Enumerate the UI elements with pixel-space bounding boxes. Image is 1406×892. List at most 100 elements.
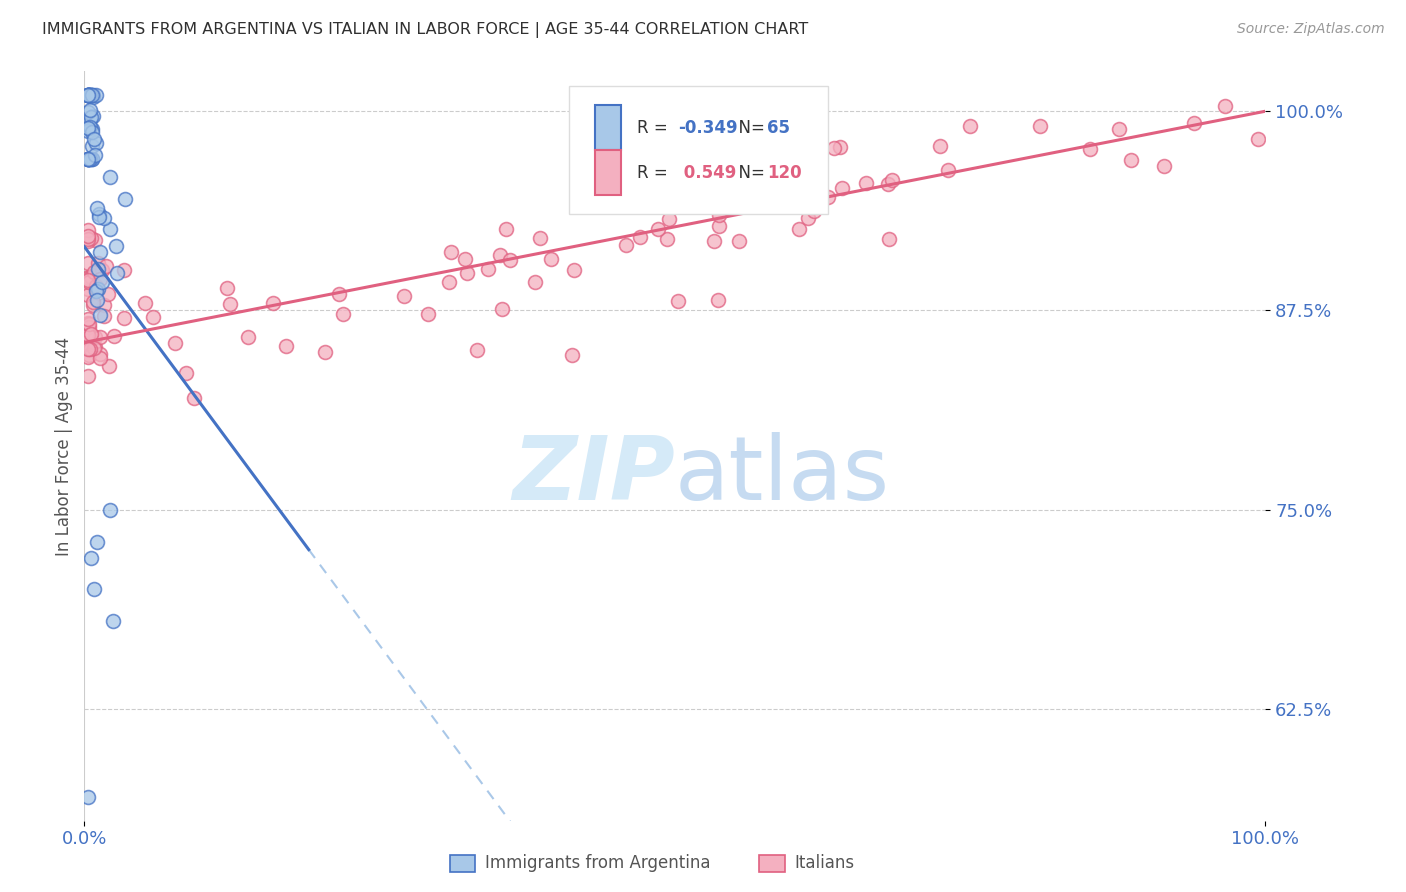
- Point: [882, 172, 904, 186]
- Text: N=: N=: [728, 119, 770, 136]
- Point: [77, 328, 100, 343]
- Text: Source: ZipAtlas.com: Source: ZipAtlas.com: [1237, 22, 1385, 37]
- Point: [107, 266, 129, 280]
- Point: [97, 286, 120, 301]
- Point: [105, 238, 128, 252]
- Point: [82, 295, 104, 310]
- Point: [614, 237, 637, 252]
- Point: [877, 177, 900, 191]
- Point: [77, 269, 100, 284]
- Point: [83, 265, 105, 279]
- Point: [79, 318, 101, 332]
- Point: [437, 276, 460, 290]
- Point: [89, 351, 111, 366]
- Point: [77, 120, 100, 135]
- Point: [80, 152, 103, 166]
- Point: [174, 366, 197, 380]
- Point: [77, 88, 100, 103]
- Text: ZIP: ZIP: [512, 433, 675, 519]
- Point: [91, 262, 114, 277]
- Point: [703, 234, 725, 248]
- Point: [79, 88, 101, 103]
- Point: [77, 88, 100, 103]
- Point: [183, 391, 205, 405]
- Point: [80, 88, 103, 103]
- Point: [82, 88, 104, 103]
- Point: [454, 252, 477, 266]
- Point: [77, 88, 100, 103]
- Point: [562, 262, 585, 277]
- Point: [77, 152, 100, 166]
- Point: [779, 178, 801, 192]
- Text: 120: 120: [768, 163, 801, 181]
- Point: [82, 109, 104, 123]
- Point: [936, 162, 959, 177]
- Point: [77, 348, 100, 362]
- Point: [97, 359, 120, 374]
- Point: [77, 152, 100, 166]
- Point: [1108, 122, 1130, 136]
- Point: [418, 307, 440, 321]
- Point: [77, 88, 100, 103]
- Point: [86, 293, 108, 308]
- Point: [794, 169, 817, 184]
- Point: [87, 211, 110, 225]
- Point: [707, 208, 730, 222]
- Point: [77, 223, 100, 237]
- Point: [134, 296, 156, 310]
- Point: [89, 347, 111, 361]
- Point: [93, 298, 115, 312]
- Point: [817, 189, 839, 203]
- Point: [89, 272, 111, 286]
- Point: [77, 350, 100, 364]
- Point: [392, 289, 415, 303]
- Point: [80, 550, 103, 565]
- Point: [1213, 98, 1236, 112]
- Text: -0.349: -0.349: [679, 119, 738, 136]
- FancyBboxPatch shape: [568, 87, 828, 214]
- Point: [86, 534, 108, 549]
- Point: [928, 139, 950, 153]
- Point: [77, 232, 100, 246]
- Point: [93, 309, 115, 323]
- Point: [77, 88, 100, 103]
- Point: [77, 88, 100, 103]
- Point: [959, 119, 981, 133]
- Point: [77, 256, 100, 270]
- Point: [561, 348, 583, 362]
- Point: [94, 259, 117, 273]
- Point: [219, 297, 242, 311]
- Point: [491, 301, 513, 316]
- Text: Italians: Italians: [794, 855, 855, 872]
- Point: [628, 230, 651, 244]
- Point: [79, 88, 101, 103]
- Point: [657, 232, 679, 246]
- Point: [101, 615, 124, 629]
- Point: [80, 111, 103, 125]
- Point: [1119, 153, 1142, 167]
- Point: [328, 286, 350, 301]
- Point: [77, 88, 100, 103]
- Point: [79, 342, 101, 356]
- Point: [1078, 142, 1101, 156]
- Point: [90, 275, 112, 289]
- Point: [83, 341, 105, 355]
- Point: [79, 152, 101, 166]
- Point: [1153, 159, 1175, 173]
- Point: [647, 221, 669, 235]
- Point: [80, 122, 103, 136]
- Point: [733, 162, 755, 177]
- Point: [274, 339, 297, 353]
- Point: [79, 112, 101, 127]
- Point: [84, 148, 107, 162]
- Point: [477, 261, 499, 276]
- Point: [98, 170, 121, 185]
- Point: [77, 88, 100, 103]
- Bar: [595, 105, 620, 150]
- Point: [77, 276, 100, 290]
- Point: [112, 263, 135, 277]
- Text: R =: R =: [637, 163, 673, 181]
- Point: [86, 201, 108, 215]
- Point: [77, 88, 100, 103]
- Point: [524, 275, 547, 289]
